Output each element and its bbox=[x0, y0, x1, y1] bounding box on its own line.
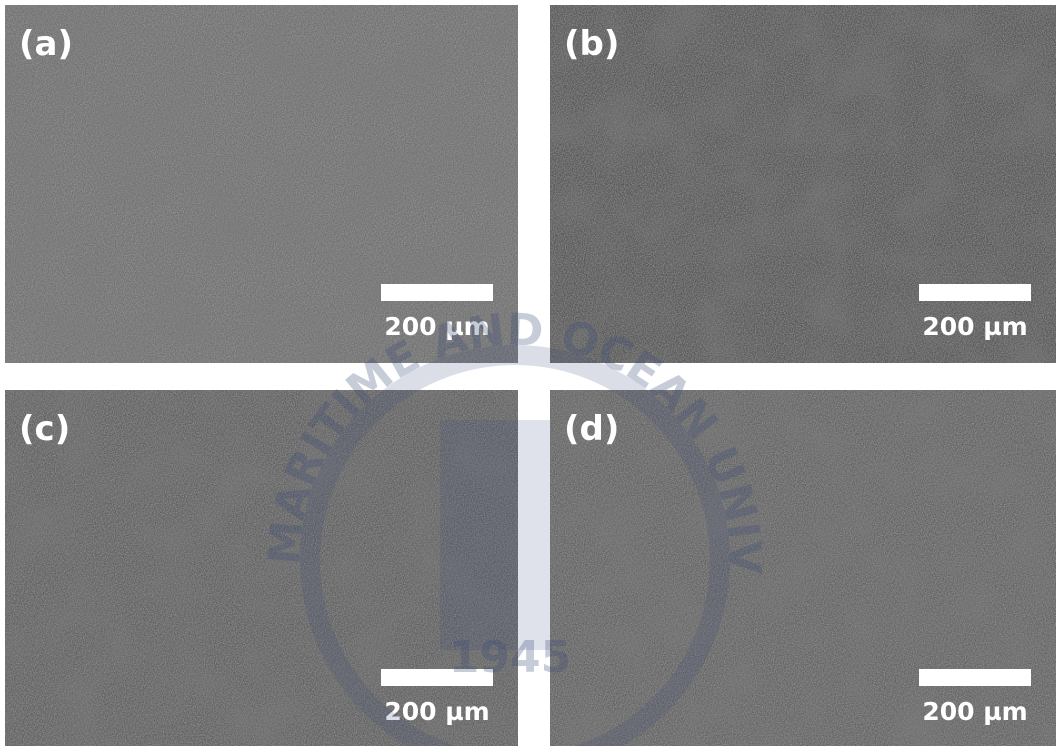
panel-label: (a) bbox=[19, 24, 73, 64]
panel-label: (b) bbox=[564, 24, 619, 64]
scale-label: 200 µm bbox=[922, 697, 1027, 726]
sem-panel: (b) 200 µm bbox=[550, 5, 1056, 363]
sem-panel: (a)200 µm bbox=[5, 5, 518, 363]
figure: (a)200 µm(b)200 µm(c)200 µm(d)200 µm KOR… bbox=[0, 0, 1056, 746]
sem-texture-coarse bbox=[550, 5, 1056, 363]
sem-texture-coarse bbox=[550, 390, 1056, 746]
scale-bar bbox=[381, 284, 493, 301]
sem-texture-coarse bbox=[5, 5, 518, 363]
watermark-emblem bbox=[440, 420, 550, 650]
panel-label: (d) bbox=[564, 409, 619, 449]
watermark-year: 1945 bbox=[449, 632, 571, 683]
sem-panel: (d) 200 µm bbox=[550, 390, 1056, 746]
scale-bar bbox=[919, 284, 1031, 301]
panel-label: (c) bbox=[19, 409, 70, 449]
scale-label: 200 µm bbox=[922, 312, 1027, 341]
scale-bar bbox=[919, 669, 1031, 686]
